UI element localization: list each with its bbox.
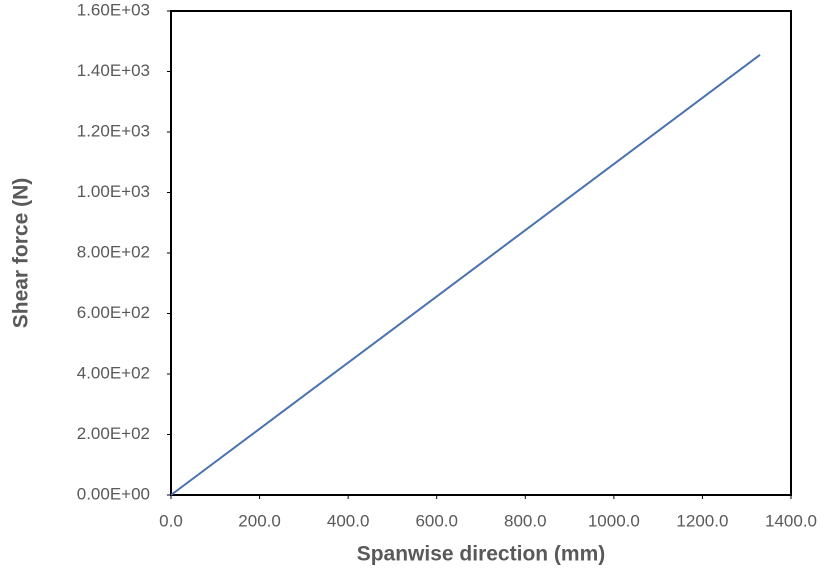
plot-frame [170, 10, 792, 496]
x-tick-label: 800.0 [504, 511, 547, 530]
y-tick-label: 1.40E+03 [77, 61, 150, 80]
x-tick-label: 200.0 [238, 511, 281, 530]
y-tick-label: 1.60E+03 [77, 0, 150, 19]
x-tick-label: 1000.0 [588, 511, 640, 530]
y-axis-title: Shear force (N) [10, 178, 33, 329]
y-tick-label: 4.00E+02 [77, 363, 150, 382]
y-tick-label: 0.00E+00 [77, 484, 150, 503]
y-tick-label: 6.00E+02 [77, 303, 150, 322]
x-axis-title: Spanwise direction (mm) [357, 543, 606, 566]
x-tick-label: 1400.0 [765, 511, 817, 530]
y-tick-label: 1.00E+03 [77, 182, 150, 201]
x-tick-label: 400.0 [327, 511, 370, 530]
x-tick-label: 1200.0 [676, 511, 728, 530]
y-tick-label: 8.00E+02 [77, 242, 150, 261]
x-tick-label: 600.0 [415, 511, 458, 530]
y-tick-label: 1.20E+03 [77, 121, 150, 140]
x-tick-label: 0.0 [159, 511, 183, 530]
y-tick-label: 2.00E+02 [77, 424, 150, 443]
data-line [170, 54, 761, 496]
